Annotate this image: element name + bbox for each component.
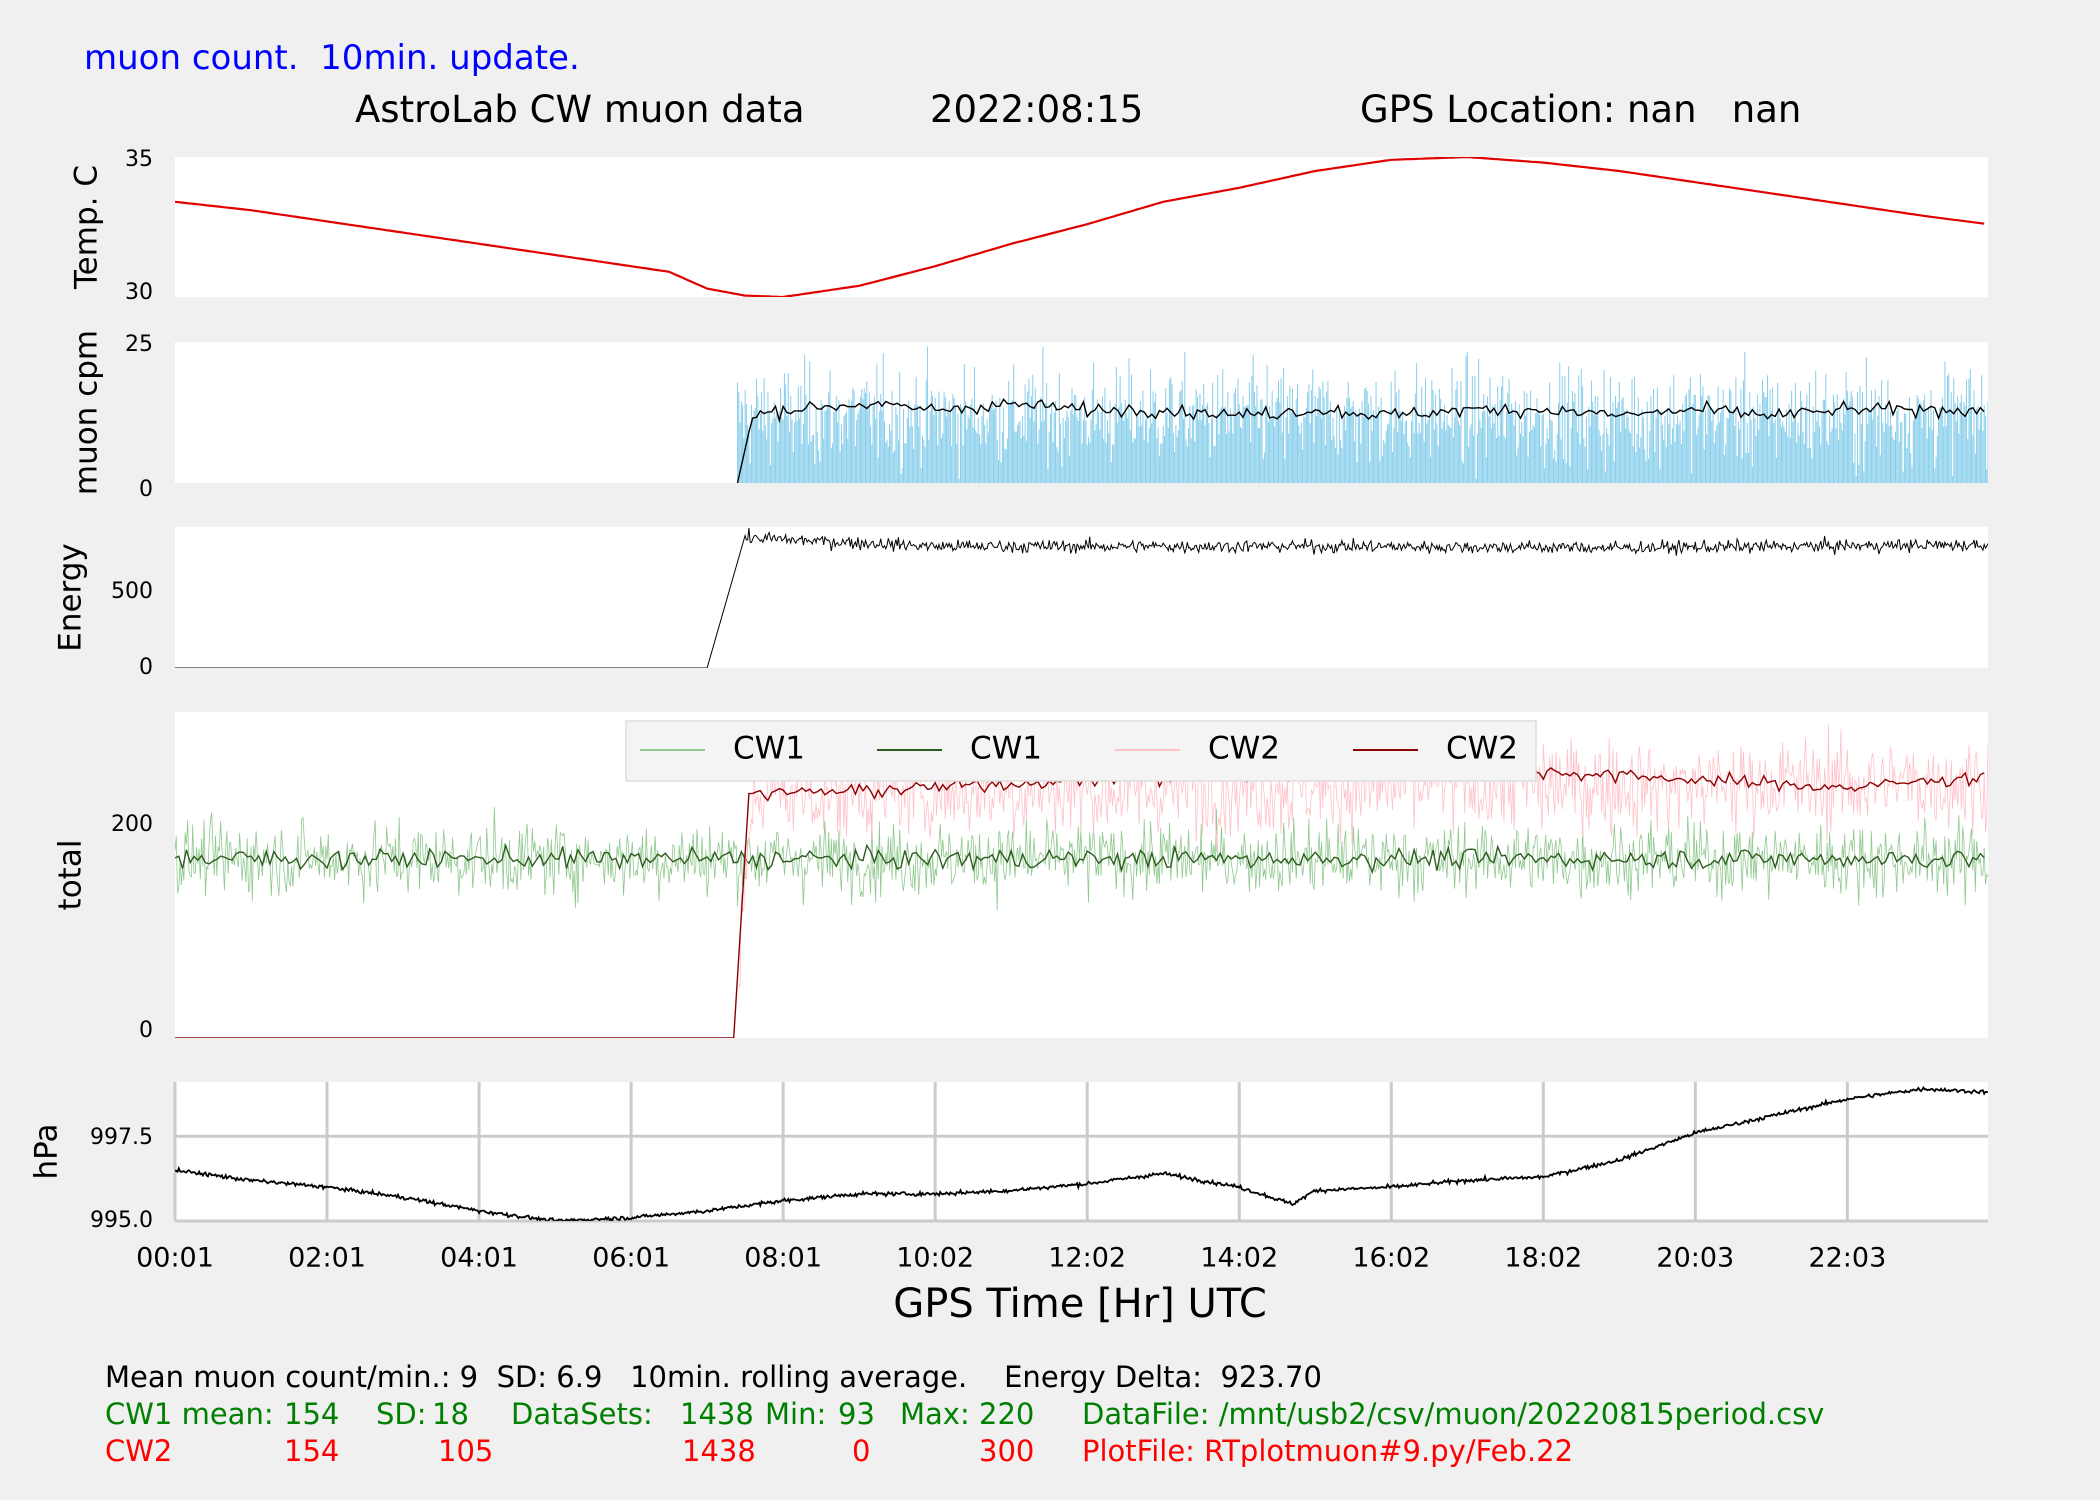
xtick-label: 16:02 (1352, 1243, 1430, 1274)
xtick-label: 22:03 (1808, 1243, 1886, 1274)
cw2-plotfile: PlotFile: RTplotmuon#9.py/Feb.22 (1082, 1434, 1574, 1468)
energy-panel (175, 527, 1988, 668)
energy-ylabel: Energy (53, 543, 89, 652)
cw2-mean: 154 (284, 1434, 340, 1468)
chart-title: AstroLab CW muon data (355, 88, 805, 131)
cw2-sd: 105 (438, 1434, 494, 1468)
cw1-datasets-label: DataSets: (511, 1397, 653, 1431)
cw1-min-label: Min: (765, 1397, 827, 1431)
pressure-line (175, 1085, 1988, 1221)
temp-ylabel: Temp. C (69, 165, 105, 290)
xtick-label: 06:01 (592, 1243, 670, 1274)
xtick-label: 08:01 (744, 1243, 822, 1274)
xaxis-label: GPS Time [Hr] UTC (893, 1281, 1267, 1327)
cw1-mean: 154 (284, 1397, 340, 1431)
xtick-label: 12:02 (1048, 1243, 1126, 1274)
cw2-min: 0 (852, 1434, 871, 1468)
cw1-max: 220 (979, 1397, 1035, 1431)
legend (625, 720, 1537, 782)
pressure-plot-area (175, 1082, 1988, 1221)
xtick-label: 02:01 (288, 1243, 366, 1274)
ytick-label: 200 (111, 812, 153, 837)
stats-line-mean: Mean muon count/min.: 9 SD: 6.9 10min. r… (105, 1360, 1322, 1394)
cw1-raw-line (175, 807, 1988, 911)
temperature-line (175, 157, 1985, 297)
energy-plot-area (175, 527, 1988, 668)
cw1-min: 93 (838, 1397, 875, 1431)
xtick-label: 00:01 (136, 1243, 214, 1274)
ytick-label: 25 (125, 332, 153, 357)
xtick-label: 04:01 (440, 1243, 518, 1274)
pressure-ylabel: hPa (29, 1124, 65, 1180)
legend-label: CW1 (733, 731, 805, 767)
muon-ylabel: muon cpm (69, 330, 105, 495)
cw2-max: 300 (979, 1434, 1035, 1468)
chart-date: 2022:08:15 (930, 88, 1144, 131)
cw1-datafile: DataFile: /mnt/usb2/csv/muon/20220815per… (1082, 1397, 1825, 1431)
xtick-label: 20:03 (1656, 1243, 1734, 1274)
cw1-max-label: Max: (900, 1397, 970, 1431)
temp-plot-area (175, 157, 1988, 297)
ytick-label: 995.0 (90, 1208, 153, 1233)
total-ylabel: total (53, 840, 89, 911)
energy-line (175, 527, 1988, 668)
legend-label: CW2 (1446, 731, 1518, 767)
muon-panel (175, 342, 1988, 483)
ytick-label: 500 (111, 579, 153, 604)
xtick-label: 10:02 (896, 1243, 974, 1274)
ytick-label: 0 (139, 655, 153, 680)
cw2-datasets: 1438 (682, 1434, 756, 1468)
cw1-sd: 18 (432, 1397, 469, 1431)
xtick-label: 14:02 (1200, 1243, 1278, 1274)
ytick-label: 30 (125, 280, 153, 305)
temp-panel (175, 157, 1988, 297)
pressure-panel (173, 1082, 1988, 1223)
ytick-label: 0 (139, 1018, 153, 1043)
cw1-mean-label: CW1 mean: (105, 1397, 274, 1431)
cw1-avg-line (175, 843, 1985, 875)
muon-rolling-average-line (736, 398, 1985, 483)
ytick-label: 35 (125, 147, 153, 172)
ytick-label: 997.5 (90, 1125, 153, 1150)
cw1-datasets: 1438 (680, 1397, 754, 1431)
ytick-label: 0 (139, 477, 153, 502)
update-note: muon count. 10min. update. (84, 38, 580, 78)
cw2-avg-line (175, 763, 1985, 1038)
xtick-label: 18:02 (1504, 1243, 1582, 1274)
muon-plot-area (175, 342, 1988, 483)
legend-label: CW1 (970, 731, 1042, 767)
gps-location: GPS Location: nan nan (1360, 88, 1802, 131)
legend-label: CW2 (1208, 731, 1280, 767)
cw2-label: CW2 (105, 1434, 173, 1468)
cw1-sd-label: SD: (376, 1397, 427, 1431)
total-panel (175, 712, 1988, 1038)
